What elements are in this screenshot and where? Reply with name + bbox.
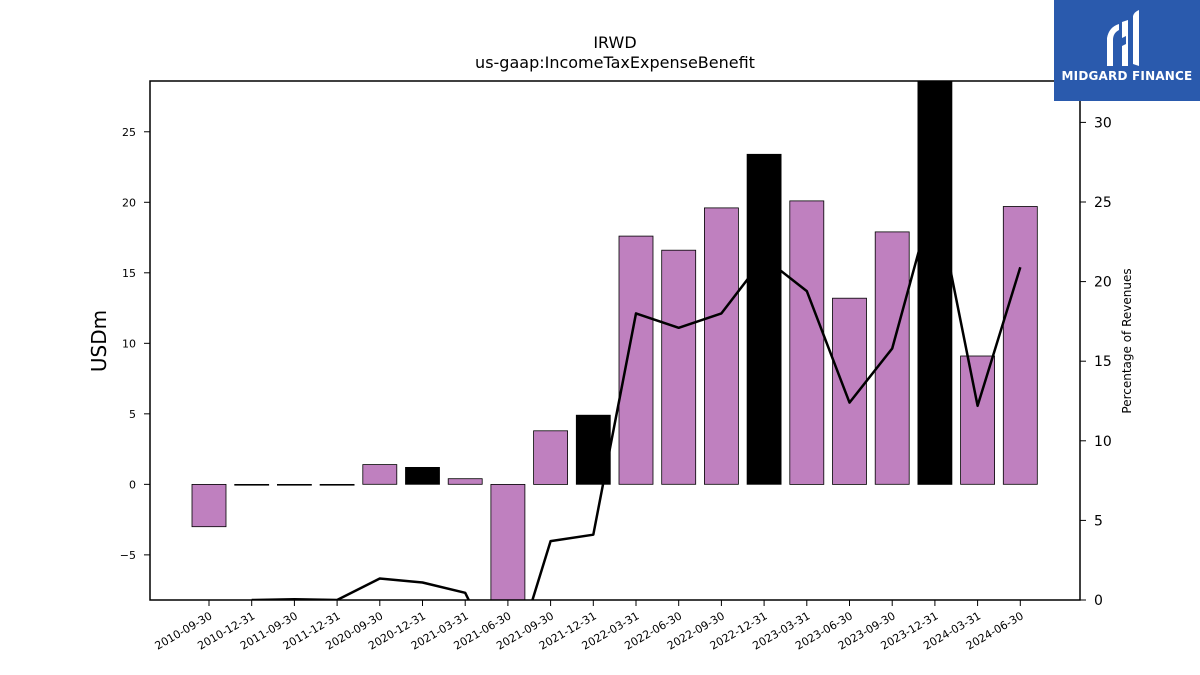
bar-2010-09-30 [191, 483, 227, 528]
y-tick-label: −5 [120, 549, 136, 562]
bar-2021-09-30 [533, 430, 568, 485]
y-tick-label: 5 [129, 408, 136, 421]
bar-2022-09-30 [704, 207, 739, 485]
y-tick-label: 25 [122, 126, 136, 139]
revenue-pct-line [251, 191, 1022, 600]
chart-title: IRWD [593, 33, 636, 52]
y2-tick-label: 25 [1094, 195, 1112, 211]
bar-2024-06-30 [1002, 206, 1038, 485]
y2-tick-label: 15 [1094, 354, 1112, 370]
bar-2022-12-31 [746, 153, 782, 485]
bar-2021-03-31 [447, 478, 483, 485]
bar-2011-12-31 [319, 483, 355, 486]
line-group [251, 191, 1022, 600]
y2-tick-label: 0 [1094, 593, 1103, 609]
bar-2022-03-31 [618, 235, 654, 485]
logo-mark-icon [1107, 10, 1139, 66]
y-tick-label: 10 [122, 337, 136, 350]
y2-tick-label: 20 [1094, 275, 1112, 291]
brand-logo: MIDGARD FINANCE [1054, 0, 1200, 101]
bars-group [191, 81, 1038, 600]
y2-axis-label: Percentage of Revenues [1120, 268, 1134, 413]
plot-frame [149, 80, 1081, 601]
y-tick-label: 20 [122, 196, 136, 209]
bar-2023-12-31 [917, 81, 953, 485]
bar-2020-12-31 [405, 466, 440, 485]
y2-tick-label: 5 [1094, 513, 1103, 529]
y2-tick-label: 10 [1094, 434, 1112, 450]
bar-2010-12-31 [234, 483, 270, 486]
y-axis-label: USDm [87, 310, 111, 372]
bar-2024-03-31 [960, 355, 995, 485]
y-tick-label: 0 [129, 478, 136, 491]
bar-2022-06-30 [661, 249, 697, 485]
bar-2021-06-30 [490, 483, 526, 600]
bar-2023-03-31 [789, 200, 825, 485]
y2-tick-label: 30 [1094, 115, 1112, 131]
bar-2020-09-30 [362, 464, 398, 485]
bar-2011-09-30 [276, 483, 312, 486]
bar-2023-06-30 [832, 297, 867, 485]
bar-2023-09-30 [874, 231, 910, 485]
chart-subtitle: us-gaap:IncomeTaxExpenseBenefit [475, 53, 755, 72]
logo-text: MIDGARD FINANCE [1061, 69, 1193, 83]
y-tick-label: 15 [122, 267, 136, 280]
